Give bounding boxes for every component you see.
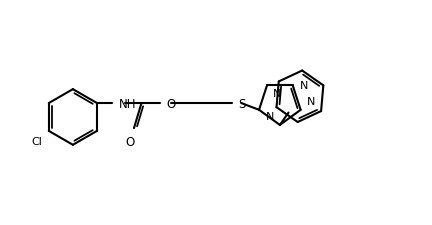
Text: Cl: Cl <box>31 136 42 146</box>
Text: O: O <box>125 135 135 148</box>
Text: N: N <box>266 111 274 122</box>
Text: N: N <box>300 81 308 91</box>
Text: O: O <box>166 97 175 110</box>
Text: NH: NH <box>119 97 137 110</box>
Text: S: S <box>238 97 246 110</box>
Text: N: N <box>273 89 281 99</box>
Text: N: N <box>307 96 315 106</box>
